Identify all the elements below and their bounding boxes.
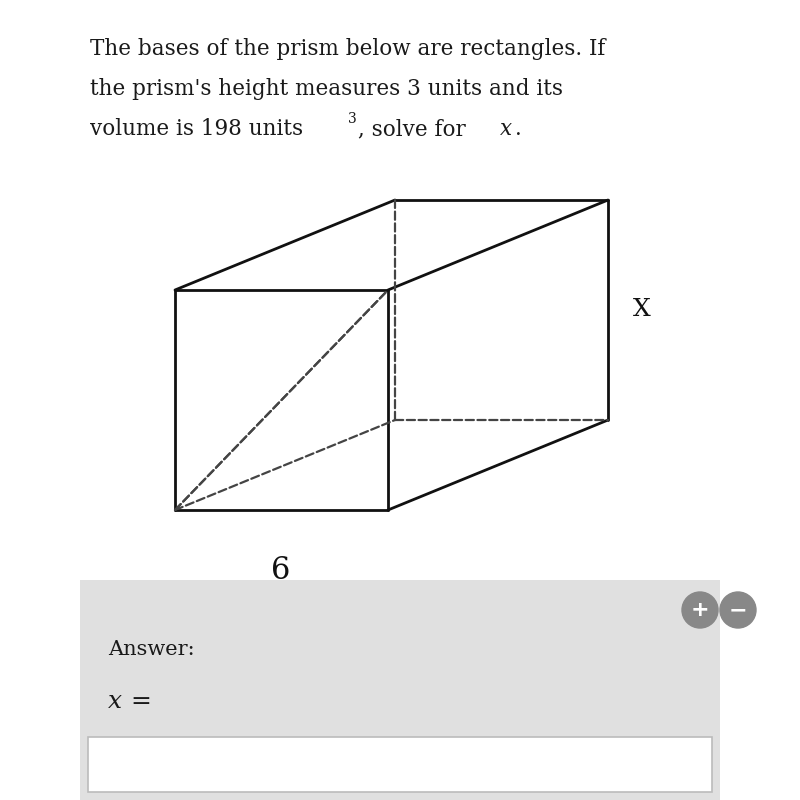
Text: 3: 3 [348,112,357,126]
Text: , solve for: , solve for [358,118,473,140]
Text: volume is 198 units: volume is 198 units [90,118,303,140]
Circle shape [720,592,756,628]
FancyBboxPatch shape [88,737,712,792]
Text: the prism's height measures 3 units and its: the prism's height measures 3 units and … [90,78,563,100]
Text: 6: 6 [271,555,290,586]
Text: x: x [500,118,512,140]
Circle shape [682,592,718,628]
Text: The bases of the prism below are rectangles. If: The bases of the prism below are rectang… [90,38,606,60]
Text: Answer:: Answer: [108,640,194,659]
Text: x: x [108,690,122,713]
Text: =: = [130,690,151,713]
Text: +: + [690,600,710,620]
FancyBboxPatch shape [80,580,720,800]
Text: −: − [729,600,747,620]
Text: .: . [515,118,522,140]
Text: X: X [633,298,650,322]
